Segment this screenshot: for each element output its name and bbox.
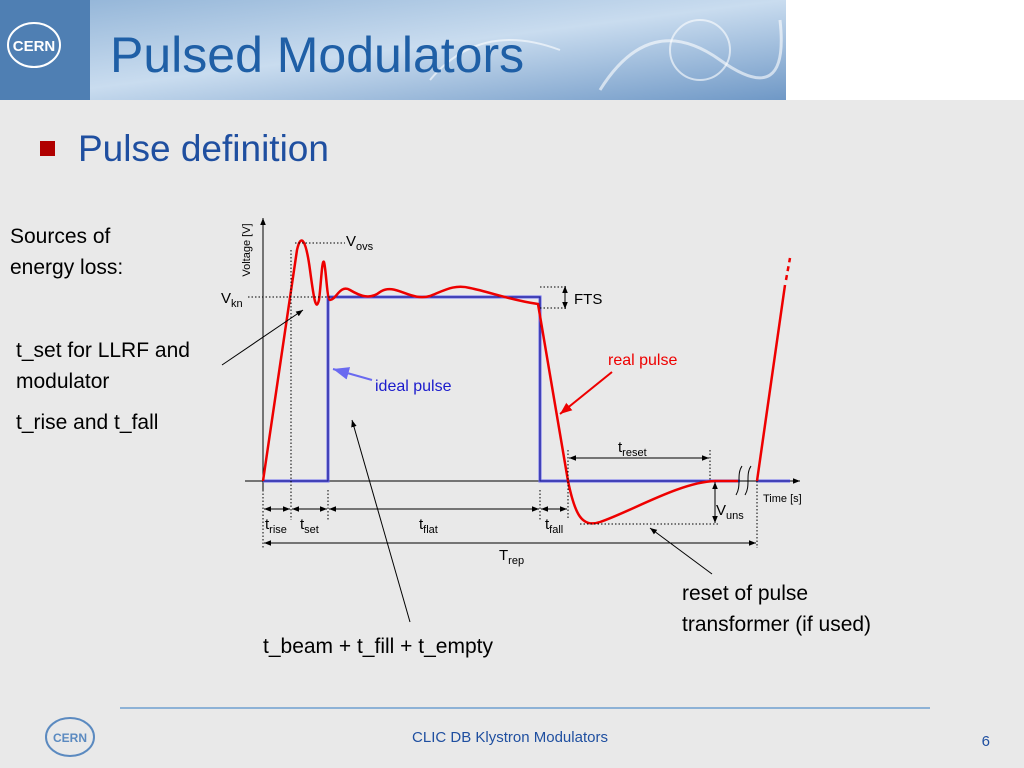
bullet-marker [40,141,55,156]
symbol-part: t [419,516,424,533]
t-set: tset [300,516,319,536]
real-pulse-continue [784,257,792,281]
symbol-part: ovs [356,241,374,253]
logo-text: CERN [13,38,56,55]
guide-line [598,19,783,91]
slide-title: Pulsed Modulators [110,27,524,83]
symbol-part: uns [726,510,744,522]
banner-art [429,19,783,91]
t-reset: treset [618,439,647,459]
ideal-pulse-pointer [332,367,373,381]
symbol-part: t [545,516,550,533]
real-pulse-label: real pulse [608,352,677,369]
page-number: 6 [982,733,990,750]
tset-pointer [221,309,304,366]
note-tset-1: t_set for LLRF and [16,339,190,362]
note-reset-2: transformer (if used) [682,613,871,636]
guide-line [669,19,731,81]
symbol-part: t [300,516,305,533]
symbol-part: kn [231,298,243,310]
x-axis-label: Time [s] [763,493,802,505]
dimensions [264,286,756,546]
footer-logo-ring [45,717,95,757]
symbol-part: rep [508,555,524,567]
symbol-part: reset [622,447,646,459]
logo-box [0,0,90,100]
axis-break [735,465,752,496]
symbol-part: V [716,502,726,519]
symbol-part: rise [269,524,287,536]
reset-pointer [649,527,713,575]
real-pulse-pointer [559,371,613,415]
bullet-text: Pulse definition [78,128,329,169]
symbol-part: T [499,547,508,564]
footer-logo-text: CERN [53,731,87,745]
banner [0,0,786,100]
t-rep: Trep [499,547,524,567]
guides [248,242,758,548]
note-sources-1: Sources of [10,225,111,248]
symbol-part: fall [549,524,563,536]
note-trise: t_rise and t_fall [16,411,158,434]
fts: FTS [574,291,602,308]
symbol-part: flat [423,524,438,536]
symbol-part: t [618,439,623,456]
t-flat: tflat [419,516,438,536]
note-sources-2: energy loss: [10,256,123,279]
t-rise: trise [265,516,287,536]
v-ovs: Vovs [346,233,374,253]
v-uns: Vuns [716,502,744,522]
guide-line [429,39,561,81]
v-kn: Vkn [221,290,243,310]
ideal-pulse-edge [263,296,790,482]
ideal-pulse-label: ideal pulse [375,378,452,395]
symbol-part: V [221,290,231,307]
symbol-part: t [265,516,270,533]
note-tbeam: t_beam + t_fill + t_empty [263,635,493,658]
note-reset-1: reset of pulse [682,582,808,605]
symbol-part: V [346,233,356,250]
diagram: Voltage [V] Time [s] [221,218,802,623]
y-axis-label: Voltage [V] [241,223,253,276]
symbol-part: set [304,524,319,536]
footer-text: CLIC DB Klystron Modulators [412,729,608,746]
real-pulse [261,239,738,525]
banner-right [786,0,1024,100]
real-pulse-rise [755,284,787,482]
t-fall: tfall [545,516,563,536]
note-tset-2: modulator [16,370,109,393]
logo-ring [7,22,61,68]
tbeam-pointer [351,419,411,623]
